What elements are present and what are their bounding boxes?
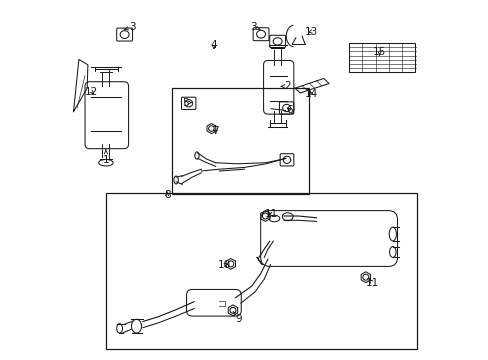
Text: 11: 11	[264, 209, 278, 219]
Text: 11: 11	[365, 278, 378, 288]
Text: 6: 6	[285, 105, 292, 115]
Bar	[348, 43, 415, 72]
Text: 10: 10	[218, 260, 231, 270]
Text: 4: 4	[210, 40, 217, 50]
Text: 3: 3	[250, 22, 260, 32]
Text: 7: 7	[212, 126, 219, 136]
Text: 9: 9	[232, 311, 242, 324]
Text: 2: 2	[281, 81, 290, 91]
Text: 14: 14	[304, 89, 317, 99]
Text: 12: 12	[85, 87, 98, 97]
Text: 13: 13	[304, 27, 317, 37]
Text: 15: 15	[372, 47, 386, 57]
Bar	[106, 193, 416, 349]
Bar	[172, 88, 309, 194]
Text: 3: 3	[124, 22, 136, 32]
Text: 8: 8	[163, 190, 170, 200]
Text: 5: 5	[182, 98, 191, 108]
Text: 1: 1	[102, 150, 109, 165]
